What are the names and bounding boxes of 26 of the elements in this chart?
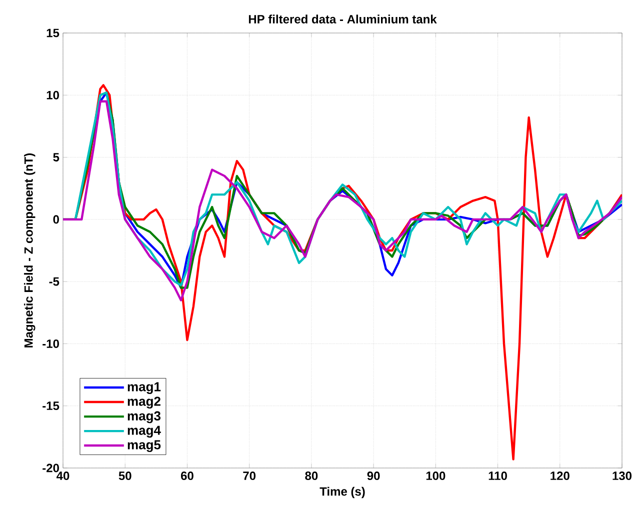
- legend-label: mag2: [128, 396, 160, 409]
- x-tick-label: 80: [305, 472, 318, 480]
- x-tick-label: 130: [612, 472, 632, 480]
- legend-label: mag5: [128, 440, 161, 452]
- y-tick-label: 15: [46, 28, 60, 38]
- x-tick-label: 40: [56, 472, 70, 480]
- x-tick-label: 120: [550, 472, 570, 480]
- y-tick-label: -5: [49, 277, 60, 286]
- y-tick-label: 5: [53, 153, 60, 162]
- x-tick-label: 70: [243, 472, 256, 480]
- y-axis-title: Magnetic Field - Z component (nT): [24, 153, 36, 348]
- y-tick-label: -20: [42, 464, 59, 472]
- x-tick-label: 100: [426, 472, 446, 480]
- legend-label: mag1: [128, 382, 161, 394]
- legend-label: mag3: [128, 411, 160, 424]
- x-tick-label: 50: [118, 472, 132, 480]
- y-tick-label: 10: [46, 90, 59, 100]
- x-tick-label: 60: [180, 472, 194, 480]
- chart-title: HP filtered data - Aluminium tank: [248, 14, 437, 24]
- y-tick-label: 0: [53, 215, 59, 224]
- legend-label: mag4: [128, 426, 161, 438]
- y-tick-label: -15: [42, 402, 60, 410]
- x-axis-title: Time (s): [320, 486, 365, 498]
- y-tick-label: -10: [42, 339, 59, 348]
- x-tick-label: 110: [488, 472, 507, 480]
- x-tick-label: 90: [367, 472, 380, 480]
